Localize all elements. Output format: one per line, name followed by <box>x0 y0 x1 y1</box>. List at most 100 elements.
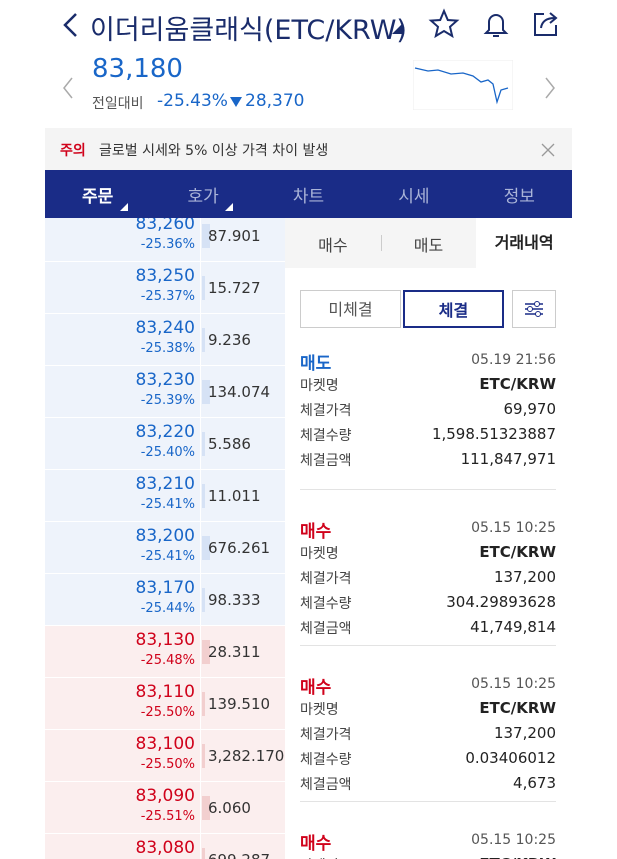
notice-close[interactable] <box>540 142 556 158</box>
field-value: ETC/KRW <box>385 855 556 859</box>
order-pct: -25.38% <box>140 341 195 356</box>
order-price: 83,230 <box>135 370 195 390</box>
order-pct: -25.44% <box>140 601 195 616</box>
sub-tab-divider <box>380 235 382 251</box>
trade-time: 05.15 10:25 <box>471 520 556 536</box>
tab[interactable]: 정보 <box>503 187 535 207</box>
back-button[interactable] <box>60 10 82 40</box>
field-label: 마켓명 <box>300 702 339 718</box>
order-qty: 5.586 <box>208 435 251 453</box>
alarm-icon[interactable] <box>480 8 512 40</box>
qty-cell <box>201 678 285 730</box>
field-label: 체결수량 <box>300 428 352 444</box>
qty-bar <box>202 848 205 859</box>
order-qty: 87.901 <box>208 227 261 245</box>
prev-coin[interactable] <box>60 75 76 101</box>
current-price: 83,180 <box>92 54 183 84</box>
notice-bar <box>45 128 572 170</box>
tab[interactable]: 시세 <box>398 187 430 207</box>
tab[interactable]: 차트 <box>292 187 325 207</box>
tab[interactable]: 주문 <box>82 187 114 207</box>
order-pct: -25.51% <box>140 809 195 824</box>
tab[interactable]: 호가 <box>187 187 219 207</box>
field-value: 4,673 <box>513 774 556 792</box>
price-cell <box>45 626 200 678</box>
qty-bar <box>202 692 205 716</box>
sparkline <box>413 60 513 110</box>
field-label: 마켓명 <box>300 855 339 859</box>
notice-text: 글로벌 시세와 5% 이상 가격 차이 발생 <box>99 143 329 159</box>
order-pct: -25.40% <box>140 445 195 460</box>
qty-bar <box>202 744 205 768</box>
order-price: 83,250 <box>135 266 195 286</box>
filter-button[interactable]: 미체결 <box>300 290 401 328</box>
qty-cell <box>201 470 285 522</box>
trade-divider <box>300 489 556 490</box>
trade-side: 매수 <box>300 834 332 854</box>
order-qty: 11.011 <box>208 487 261 505</box>
price-cell <box>45 782 200 834</box>
tab-indicator <box>119 203 128 211</box>
change-label: 전일대비 <box>92 96 144 112</box>
price-cell <box>45 678 200 730</box>
order-pct: -25.48% <box>140 653 195 668</box>
price-cell <box>45 262 200 314</box>
price-cell <box>45 522 200 574</box>
field-value: ETC/KRW <box>479 543 556 561</box>
trade-time: 05.15 10:25 <box>471 676 556 692</box>
favorite-icon[interactable] <box>428 8 460 40</box>
filter-settings[interactable] <box>512 290 556 328</box>
qty-cell <box>201 366 285 418</box>
qty-cell <box>201 730 285 782</box>
qty-cell <box>201 522 285 574</box>
qty-cell <box>201 782 285 834</box>
filter-button[interactable]: 체결 <box>403 290 504 328</box>
share-icon[interactable] <box>530 8 562 40</box>
order-price: 83,130 <box>135 630 195 650</box>
order-price: 83,170 <box>135 578 195 598</box>
title-dropdown[interactable] <box>390 22 404 36</box>
trade-time: 05.19 21:56 <box>471 352 556 368</box>
order-qty: 134.074 <box>208 383 271 401</box>
field-value: 111,847,971 <box>460 450 556 468</box>
next-coin[interactable] <box>542 75 558 101</box>
price-cell <box>45 418 200 470</box>
order-pct: -25.39% <box>140 393 195 408</box>
qty-bar <box>202 432 205 456</box>
app: 이더리움클래식(ETC/KRW) 83,180 전일대비 -25.43% 28,… <box>45 0 572 859</box>
change-pct: -25.43% <box>157 91 228 111</box>
field-value: 137,200 <box>493 568 556 586</box>
order-price: 83,260 <box>135 218 195 234</box>
qty-bar <box>202 796 210 820</box>
sub-tab[interactable]: 매수 <box>318 236 348 255</box>
trade-divider <box>300 645 556 646</box>
order-price: 83,240 <box>135 318 195 338</box>
sub-tab[interactable]: 매도 <box>413 236 444 255</box>
tab-indicator <box>225 203 234 211</box>
qty-bar <box>202 328 205 352</box>
down-arrow <box>230 97 242 107</box>
price-cell <box>45 470 200 522</box>
field-value: 41,749,814 <box>470 618 556 636</box>
order-qty: 9.236 <box>208 331 251 349</box>
field-value: 69,970 <box>503 400 557 418</box>
trade-time: 05.15 10:25 <box>471 832 556 848</box>
qty-bar <box>202 276 205 300</box>
coin-title: 이더리움클래식(ETC/KRW) <box>90 15 407 46</box>
order-qty: 6.060 <box>208 799 251 817</box>
qty-bar <box>202 588 205 612</box>
qty-bar <box>202 224 210 248</box>
order-price: 83,210 <box>135 474 195 494</box>
order-price: 83,200 <box>135 526 195 546</box>
order-qty: 28.311 <box>208 643 261 661</box>
price-cell <box>45 218 200 262</box>
price-cell <box>45 574 200 626</box>
trade-side: 매수 <box>300 522 332 542</box>
qty-cell <box>201 626 285 678</box>
change-abs: 28,370 <box>245 91 305 111</box>
field-value: ETC/KRW <box>479 699 556 717</box>
sub-tab[interactable]: 거래내역 <box>476 218 572 268</box>
price-cell <box>45 834 200 859</box>
price-cell <box>45 730 200 782</box>
